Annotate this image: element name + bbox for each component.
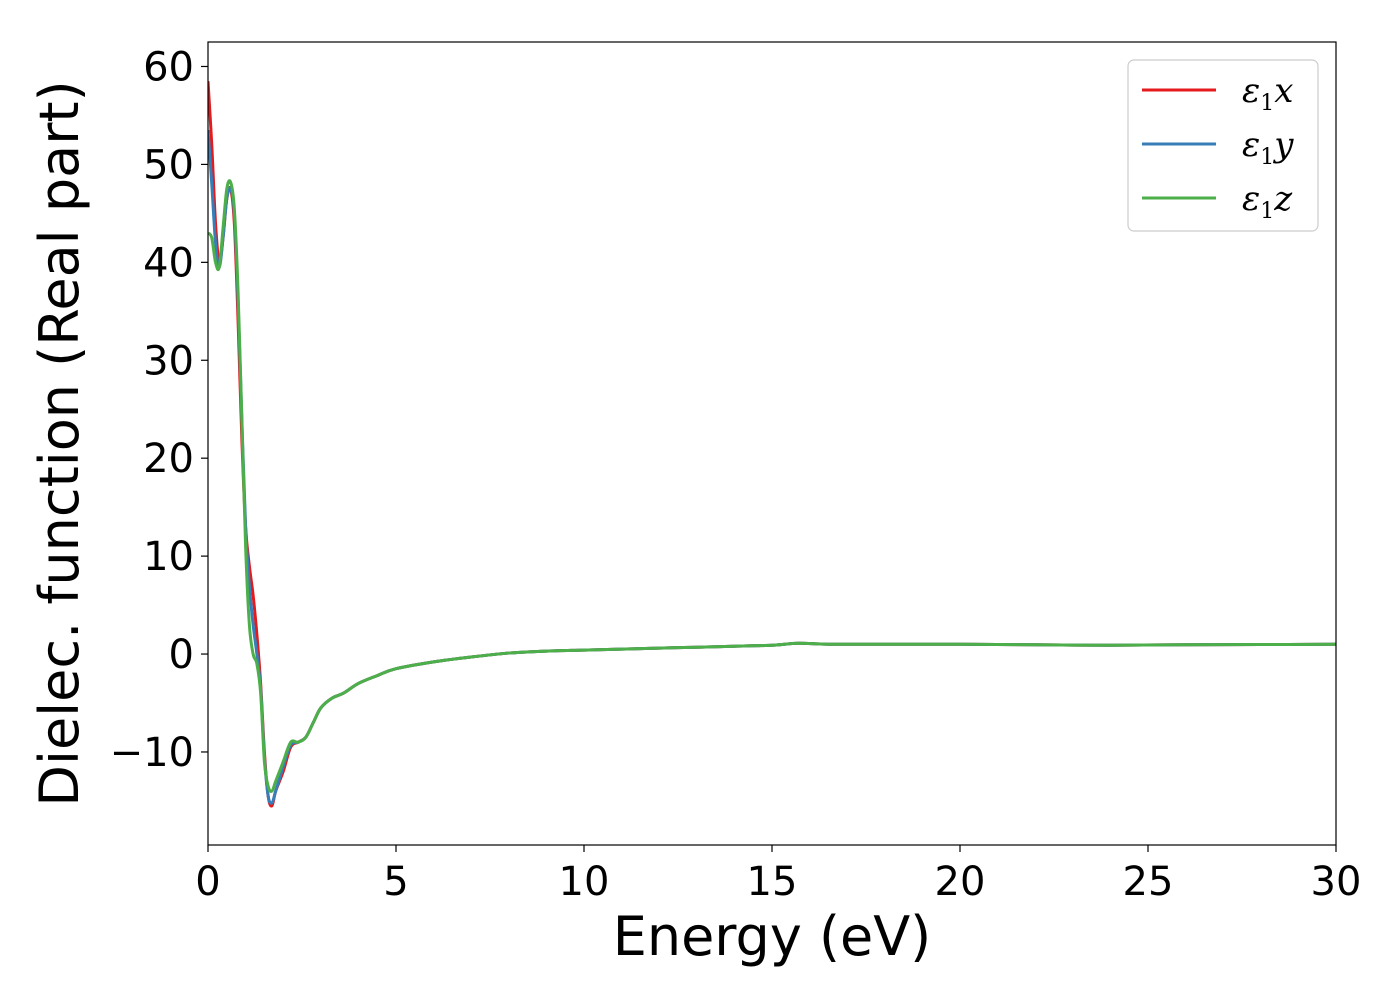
legend-label: ε1y [1242,125,1294,170]
legend-axis: z [1273,179,1293,219]
series-layer [208,81,1336,808]
y-tick-label: 60 [143,44,194,90]
y-tick-label: 20 [143,436,194,482]
y-tick-label: −10 [110,730,194,776]
y-axis-title: Dielec. function (Real part) [28,80,91,806]
legend-box [1127,59,1319,232]
y-tick-label: 40 [143,240,194,286]
legend-subscript: 1 [1260,145,1274,170]
legend-axis: x [1274,71,1293,111]
legend-symbol: ε [1242,179,1260,219]
x-tick-label: 25 [1123,859,1174,905]
series-line-z [208,179,1336,793]
legend-label: ε1z [1242,179,1293,224]
legend-label: ε1x [1242,71,1293,116]
y-tick-label: 0 [169,632,194,678]
x-tick-label: 0 [195,859,220,905]
legend-symbol: ε [1242,125,1260,165]
y-axis: −10 0 10 20 30 40 50 60 [110,44,208,776]
x-axis-title: Energy (eV) [613,905,932,968]
x-tick-label: 10 [559,859,610,905]
legend-subscript: 1 [1260,199,1274,224]
y-tick-label: 50 [143,142,194,188]
x-axis: 0 5 10 15 20 25 30 [195,845,1361,905]
x-tick-label: 15 [747,859,798,905]
x-tick-label: 30 [1311,859,1362,905]
legend-axis: y [1272,125,1294,165]
x-tick-label: 20 [935,859,986,905]
legend-symbol: ε [1242,71,1260,111]
y-tick-label: 10 [143,534,194,580]
x-tick-label: 5 [383,859,408,905]
y-tick-label: 30 [143,338,194,384]
legend-subscript: 1 [1260,91,1274,116]
